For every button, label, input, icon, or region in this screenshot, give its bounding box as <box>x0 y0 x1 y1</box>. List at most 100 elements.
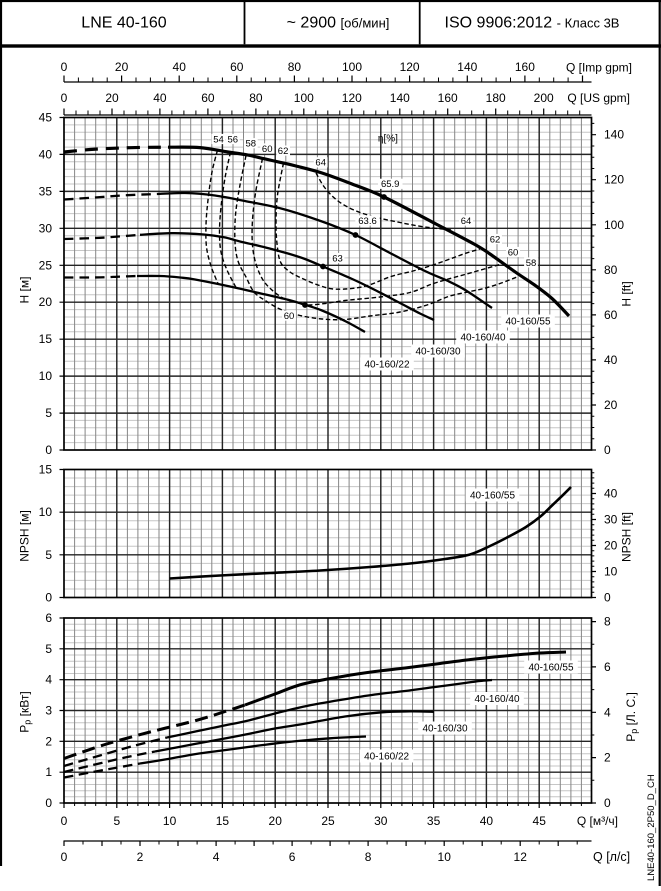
svg-text:20: 20 <box>604 539 618 553</box>
svg-text:80: 80 <box>288 60 302 74</box>
svg-text:Pр [Л. С.]: Pр [Л. С.] <box>624 692 639 742</box>
svg-text:20: 20 <box>115 60 129 74</box>
svg-text:60: 60 <box>604 308 618 322</box>
svg-text:15: 15 <box>39 463 53 477</box>
svg-text:35: 35 <box>427 814 441 828</box>
svg-text:65.9: 65.9 <box>381 179 400 190</box>
svg-text:4: 4 <box>213 850 220 864</box>
svg-text:2: 2 <box>45 734 52 748</box>
svg-text:120: 120 <box>604 173 624 187</box>
svg-text:LNE40-160_2P50_D_CH: LNE40-160_2P50_D_CH <box>646 774 657 881</box>
svg-text:NPSH [ft]: NPSH [ft] <box>620 512 634 562</box>
svg-text:20: 20 <box>39 295 53 309</box>
svg-text:40-160/30: 40-160/30 <box>422 724 467 735</box>
svg-text:40-160/22: 40-160/22 <box>364 752 409 763</box>
svg-text:0: 0 <box>61 91 68 105</box>
svg-text:LNE 40-160: LNE 40-160 <box>81 15 166 32</box>
svg-text:0: 0 <box>61 60 68 74</box>
svg-text:0: 0 <box>45 591 52 605</box>
svg-text:200: 200 <box>534 91 554 105</box>
svg-text:40-160/55: 40-160/55 <box>528 663 573 674</box>
svg-text:62: 62 <box>278 146 289 157</box>
svg-text:160: 160 <box>515 60 535 74</box>
svg-text:25: 25 <box>39 258 53 272</box>
svg-text:100: 100 <box>604 218 624 232</box>
svg-text:20: 20 <box>604 398 618 412</box>
svg-text:NPSH [м]: NPSH [м] <box>18 510 32 562</box>
svg-text:η[%]: η[%] <box>378 133 398 144</box>
svg-text:H [м]: H [м] <box>18 277 32 304</box>
svg-text:35: 35 <box>39 184 53 198</box>
svg-text:8: 8 <box>365 850 372 864</box>
svg-text:2: 2 <box>137 850 144 864</box>
svg-text:Pр [кВт]: Pр [кВт] <box>18 691 33 732</box>
svg-text:64: 64 <box>315 158 326 169</box>
svg-text:10: 10 <box>39 505 53 519</box>
svg-text:62: 62 <box>490 234 501 245</box>
svg-text:120: 120 <box>400 60 420 74</box>
svg-text:63.6: 63.6 <box>358 216 377 227</box>
svg-text:15: 15 <box>216 814 230 828</box>
svg-text:40-160/22: 40-160/22 <box>364 360 409 371</box>
svg-text:~ 2900 [об/мин]: ~ 2900 [об/мин] <box>287 15 390 32</box>
svg-text:58: 58 <box>246 139 257 150</box>
svg-text:140: 140 <box>604 128 624 142</box>
svg-text:100: 100 <box>294 91 314 105</box>
svg-text:4: 4 <box>45 673 52 687</box>
svg-text:40: 40 <box>604 353 618 367</box>
svg-text:120: 120 <box>342 91 362 105</box>
svg-text:30: 30 <box>604 513 618 527</box>
svg-text:45: 45 <box>39 111 53 125</box>
svg-text:40-160/30: 40-160/30 <box>415 347 460 358</box>
svg-text:1: 1 <box>45 765 52 779</box>
svg-text:0: 0 <box>604 591 611 605</box>
svg-text:5: 5 <box>113 814 120 828</box>
svg-text:54: 54 <box>213 134 224 145</box>
svg-text:ISO 9906:2012 - Класс 3В: ISO 9906:2012 - Класс 3В <box>445 15 620 32</box>
svg-text:140: 140 <box>457 60 477 74</box>
svg-text:40: 40 <box>604 487 618 501</box>
svg-text:20: 20 <box>105 91 119 105</box>
svg-text:0: 0 <box>604 443 611 457</box>
svg-text:6: 6 <box>604 660 611 674</box>
svg-text:6: 6 <box>289 850 296 864</box>
svg-text:Q [Imp gpm]: Q [Imp gpm] <box>566 61 632 75</box>
svg-text:15: 15 <box>39 332 53 346</box>
svg-text:0: 0 <box>61 814 68 828</box>
svg-text:10: 10 <box>438 850 452 864</box>
svg-text:100: 100 <box>342 60 362 74</box>
svg-text:64: 64 <box>461 216 472 227</box>
svg-text:40: 40 <box>153 91 167 105</box>
svg-text:40: 40 <box>173 60 187 74</box>
svg-text:180: 180 <box>486 91 506 105</box>
svg-text:H [ft]: H [ft] <box>620 281 634 306</box>
svg-text:80: 80 <box>249 91 263 105</box>
svg-text:58: 58 <box>526 258 537 269</box>
svg-text:0: 0 <box>45 796 52 810</box>
svg-text:80: 80 <box>604 263 618 277</box>
svg-text:0: 0 <box>61 850 68 864</box>
svg-text:30: 30 <box>374 814 388 828</box>
svg-text:Q [м³/ч]: Q [м³/ч] <box>577 814 618 828</box>
svg-text:140: 140 <box>390 91 410 105</box>
svg-text:10: 10 <box>39 369 53 383</box>
svg-text:56: 56 <box>228 134 239 145</box>
svg-text:160: 160 <box>438 91 458 105</box>
svg-text:Q [US gpm]: Q [US gpm] <box>567 91 630 105</box>
svg-text:0: 0 <box>45 443 52 457</box>
svg-text:8: 8 <box>604 615 611 629</box>
svg-text:Q [л/с]: Q [л/с] <box>593 850 630 864</box>
svg-text:12: 12 <box>514 850 528 864</box>
svg-text:40: 40 <box>39 147 53 161</box>
svg-text:10: 10 <box>163 814 177 828</box>
svg-text:3: 3 <box>45 704 52 718</box>
svg-text:60: 60 <box>201 91 215 105</box>
svg-text:40-160/40: 40-160/40 <box>474 694 519 705</box>
svg-text:30: 30 <box>39 221 53 235</box>
svg-text:4: 4 <box>604 705 611 719</box>
svg-text:45: 45 <box>533 814 547 828</box>
svg-text:63: 63 <box>332 253 343 264</box>
svg-text:60: 60 <box>284 311 295 322</box>
svg-text:40: 40 <box>480 814 494 828</box>
svg-text:0: 0 <box>604 796 611 810</box>
